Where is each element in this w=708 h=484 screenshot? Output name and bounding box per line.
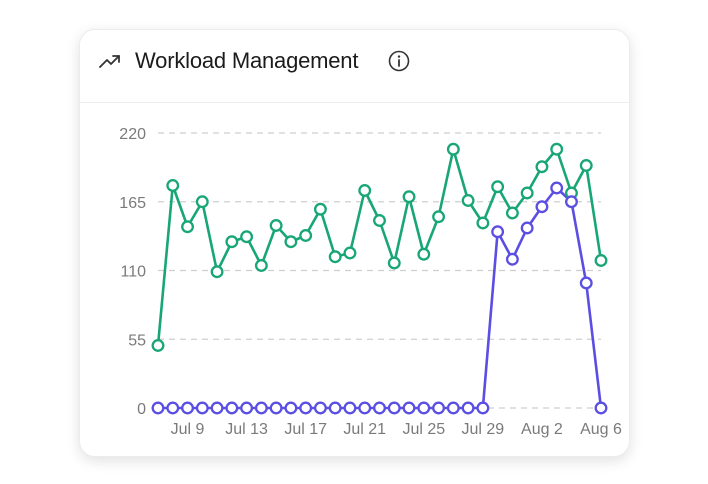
x-tick-label: Jul 17 <box>284 421 327 438</box>
series-1-point <box>181 220 194 234</box>
y-tick-label: 110 <box>120 264 146 281</box>
series-1-point <box>343 246 357 260</box>
series-2-point <box>535 200 549 214</box>
series-1-point <box>594 254 608 267</box>
series-2-point <box>579 276 593 290</box>
series-1-point <box>195 195 209 209</box>
series-1-point <box>284 235 298 249</box>
x-tick-label: Aug 6 <box>580 421 622 438</box>
series-2-point <box>402 401 416 415</box>
series-1-point <box>299 229 313 242</box>
series-1-point <box>579 159 593 172</box>
series-2-point <box>387 401 401 415</box>
series-2-point <box>195 401 209 415</box>
series-1-point <box>387 256 401 270</box>
workload-card: Workload Management 0 55 110 165 220 Jul 9 Jul… <box>79 29 630 457</box>
series-1-point <box>373 214 386 227</box>
series-1-point <box>210 265 224 279</box>
series-2-point <box>151 401 165 415</box>
x-tick-label: Jul 21 <box>343 421 386 438</box>
series-2-point <box>491 225 505 239</box>
series-2-point <box>594 401 608 415</box>
x-tick-label: Aug 2 <box>521 421 563 438</box>
y-tick-label: 220 <box>119 126 146 143</box>
series-2-point <box>550 181 564 195</box>
series-2-point <box>476 401 490 415</box>
y-tick-label: 165 <box>119 195 146 212</box>
series-2-point <box>343 401 357 415</box>
series-1-point <box>151 339 165 352</box>
y-tick-label: 55 <box>128 332 146 349</box>
series-2-point <box>505 252 519 266</box>
series-1-point <box>328 250 342 264</box>
series-1-point <box>446 142 460 156</box>
series-1-point <box>225 235 239 249</box>
series-1-point <box>269 219 283 232</box>
series-1-point <box>166 179 180 192</box>
trending-up-icon <box>99 55 120 68</box>
series-2-point <box>269 401 283 415</box>
series-2-point <box>358 401 372 415</box>
series-2-point <box>417 401 431 415</box>
series-2-point <box>328 401 342 415</box>
series-2-point <box>446 401 460 415</box>
series-2-point <box>432 401 446 415</box>
series-line-1 <box>156 147 603 347</box>
series-2-point <box>565 195 578 209</box>
series-1-point <box>491 180 505 194</box>
series-2-point <box>254 401 268 415</box>
series-2-point <box>240 401 254 415</box>
series-1-point <box>535 160 549 174</box>
x-tick-label: Jul 25 <box>402 421 445 438</box>
series-2-point <box>461 401 475 415</box>
series-2-point <box>373 401 386 415</box>
series-2-point <box>181 401 194 415</box>
x-tick-label: Jul 9 <box>171 421 205 438</box>
series-1-point <box>461 194 475 207</box>
series-1-point <box>402 190 416 204</box>
series-1-point <box>550 142 564 156</box>
series-2-point <box>210 401 224 415</box>
y-tick-label: 0 <box>137 401 146 418</box>
series-1-point <box>358 184 372 197</box>
series-2-point <box>313 401 327 415</box>
series-2-point <box>166 401 180 415</box>
series-1-point <box>417 247 431 261</box>
series-1-point <box>520 186 534 200</box>
series-1-point <box>432 210 446 224</box>
card-header: Workload Management <box>80 30 629 103</box>
x-tick-label: Jul 29 <box>462 421 505 438</box>
series-1-point <box>254 259 268 272</box>
series-1-point <box>505 206 519 220</box>
series-2-point <box>299 401 313 415</box>
info-icon[interactable] <box>388 50 410 72</box>
series-1-point <box>476 216 490 230</box>
series-2-point <box>225 401 239 415</box>
series-2-point <box>520 221 534 235</box>
card-title: Workload Management <box>135 48 359 73</box>
series-1-point <box>240 230 254 244</box>
series-1-point <box>313 202 327 216</box>
x-tick-label: Jul 13 <box>225 421 268 438</box>
series-2-point <box>284 401 298 415</box>
workload-line-chart: 0 55 110 165 220 Jul 9 Jul 13 Jul 17 Jul 21 Jul 2… <box>119 126 622 438</box>
